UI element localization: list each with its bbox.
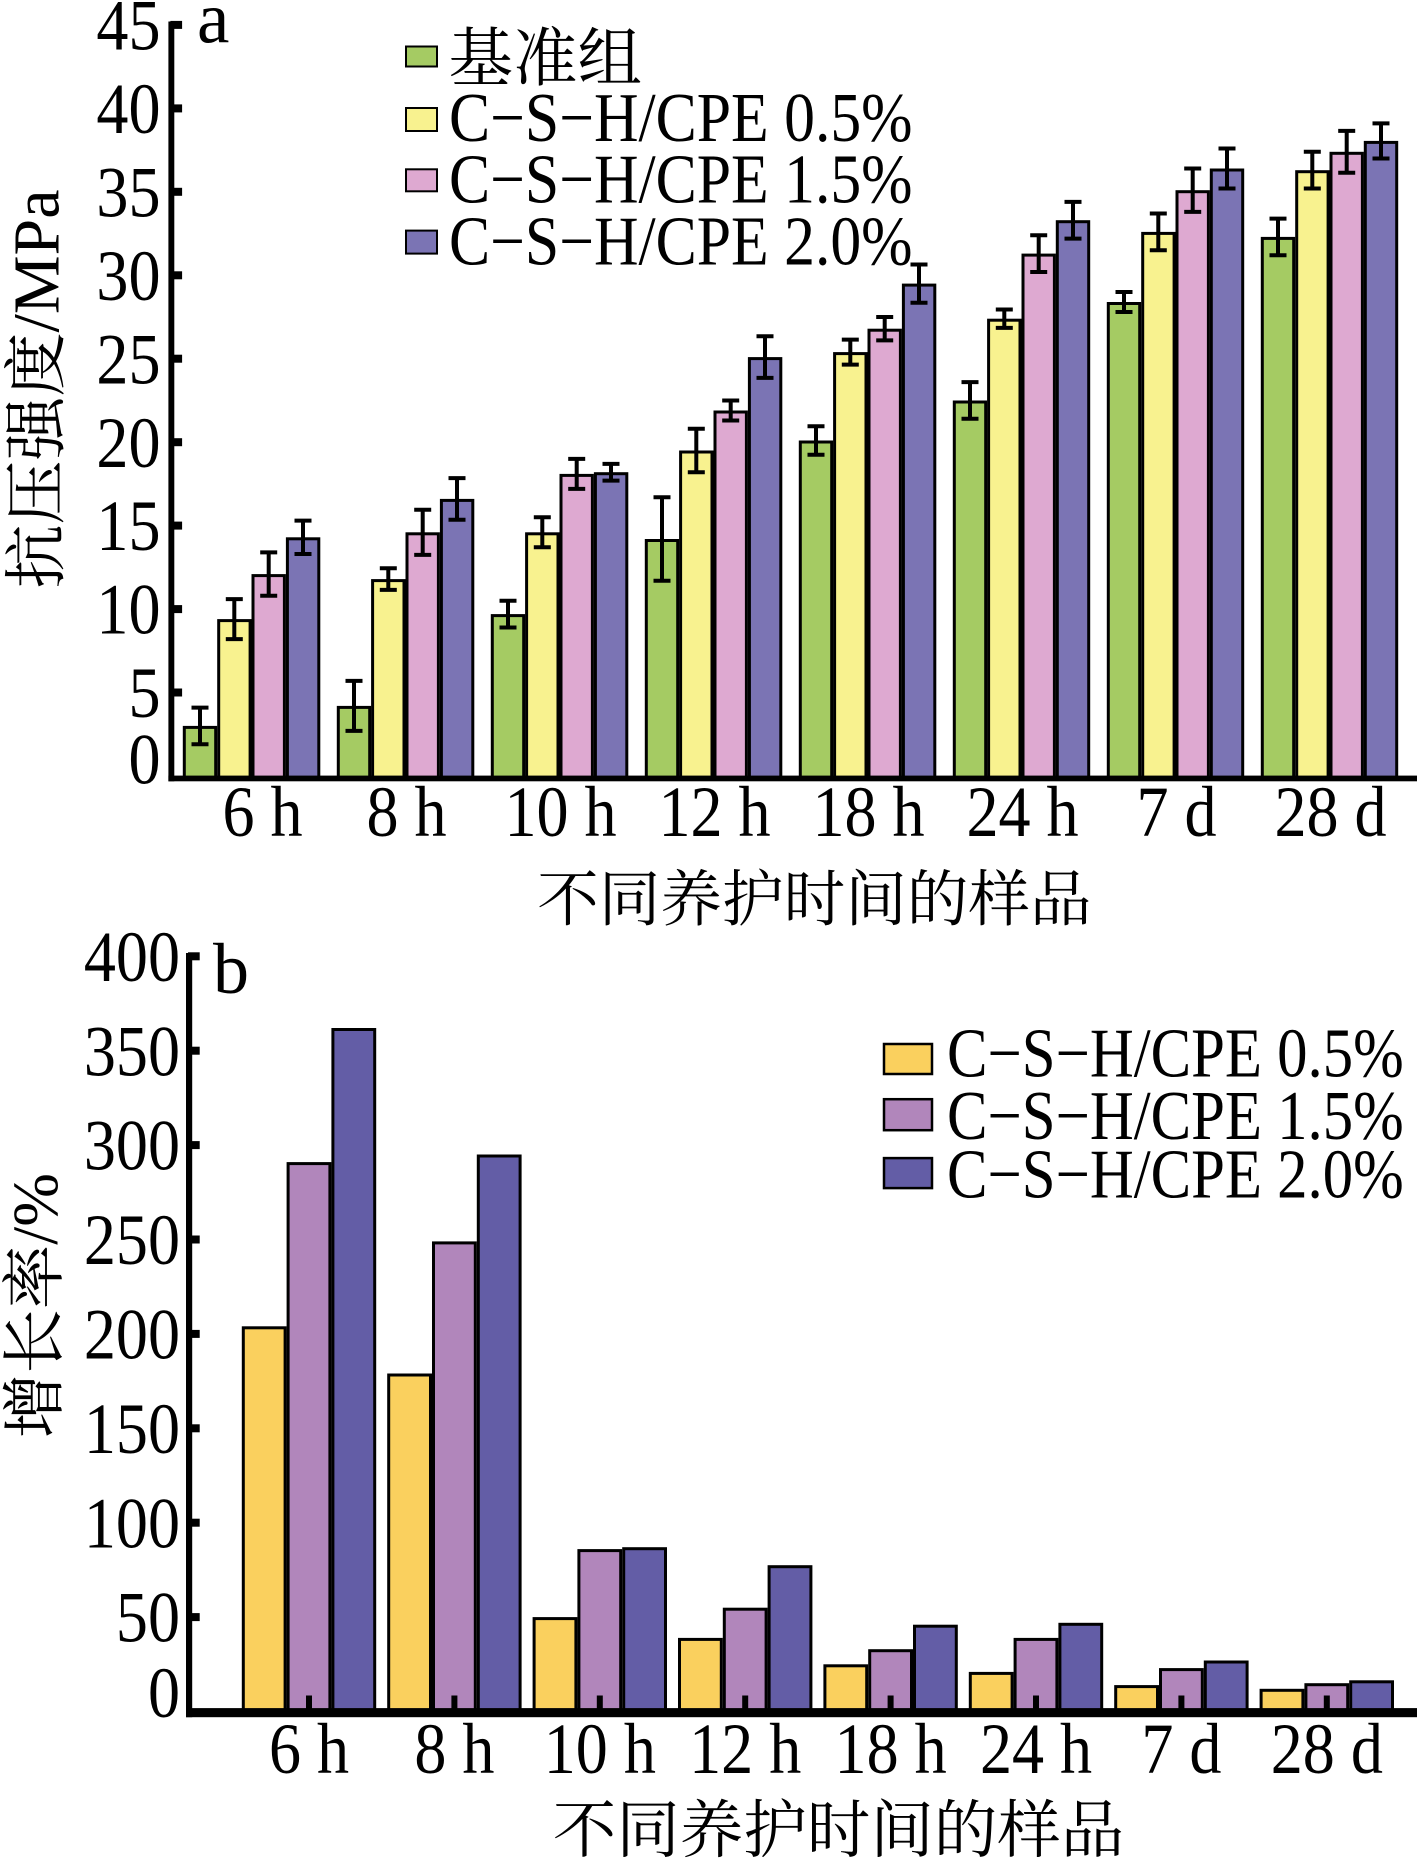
svg-text:20: 20	[96, 402, 160, 482]
svg-text:15: 15	[96, 486, 160, 566]
svg-text:5: 5	[128, 653, 160, 733]
svg-text:28 d: 28 d	[1271, 1709, 1383, 1789]
svg-text:C−S−H/CPE 0.5%: C−S−H/CPE 0.5%	[947, 1016, 1404, 1093]
svg-text:28 d: 28 d	[1274, 772, 1386, 852]
svg-text:/MPa: /MPa	[1, 189, 74, 332]
svg-text:25: 25	[96, 319, 160, 399]
svg-text:18 h: 18 h	[835, 1709, 947, 1789]
svg-text:12 h: 12 h	[658, 772, 770, 852]
svg-text:200: 200	[84, 1294, 180, 1374]
svg-text:8 h: 8 h	[414, 1709, 494, 1789]
svg-text:10 h: 10 h	[544, 1709, 656, 1789]
svg-text:100: 100	[84, 1483, 180, 1563]
svg-text:0: 0	[128, 719, 160, 799]
svg-text:10 h: 10 h	[504, 772, 616, 852]
svg-text:35: 35	[96, 152, 160, 232]
svg-text:6 h: 6 h	[222, 772, 302, 852]
svg-text:7 d: 7 d	[1136, 772, 1216, 852]
svg-text:250: 250	[84, 1200, 180, 1280]
svg-text:C−S−H/CPE 2.0%: C−S−H/CPE 2.0%	[449, 203, 913, 280]
svg-text:b: b	[213, 929, 249, 1009]
svg-text:a: a	[197, 0, 229, 59]
svg-text:12 h: 12 h	[689, 1709, 801, 1789]
svg-text:C−S−H/CPE 2.0%: C−S−H/CPE 2.0%	[947, 1136, 1404, 1213]
svg-text:24 h: 24 h	[966, 772, 1078, 852]
svg-text:C−S−H/CPE 1.5%: C−S−H/CPE 1.5%	[449, 141, 913, 218]
svg-text:300: 300	[84, 1105, 180, 1185]
svg-text:6 h: 6 h	[269, 1709, 349, 1789]
svg-text:8 h: 8 h	[366, 772, 446, 852]
svg-text:24 h: 24 h	[980, 1709, 1092, 1789]
svg-text:400: 400	[84, 916, 180, 996]
svg-text:C−S−H/CPE 0.5%: C−S−H/CPE 0.5%	[449, 79, 913, 156]
svg-text:10: 10	[96, 569, 160, 649]
svg-text:30: 30	[96, 235, 160, 315]
svg-text:7 d: 7 d	[1141, 1709, 1221, 1789]
svg-text:C−S−H/CPE 1.5%: C−S−H/CPE 1.5%	[947, 1078, 1404, 1155]
svg-text:/%: /%	[0, 1173, 71, 1245]
svg-text:45: 45	[96, 0, 160, 65]
svg-text:50: 50	[116, 1577, 180, 1657]
svg-text:40: 40	[96, 69, 160, 149]
svg-text:150: 150	[84, 1388, 180, 1468]
svg-text:350: 350	[84, 1011, 180, 1091]
svg-text:18 h: 18 h	[812, 772, 924, 852]
svg-text:0: 0	[148, 1653, 180, 1733]
